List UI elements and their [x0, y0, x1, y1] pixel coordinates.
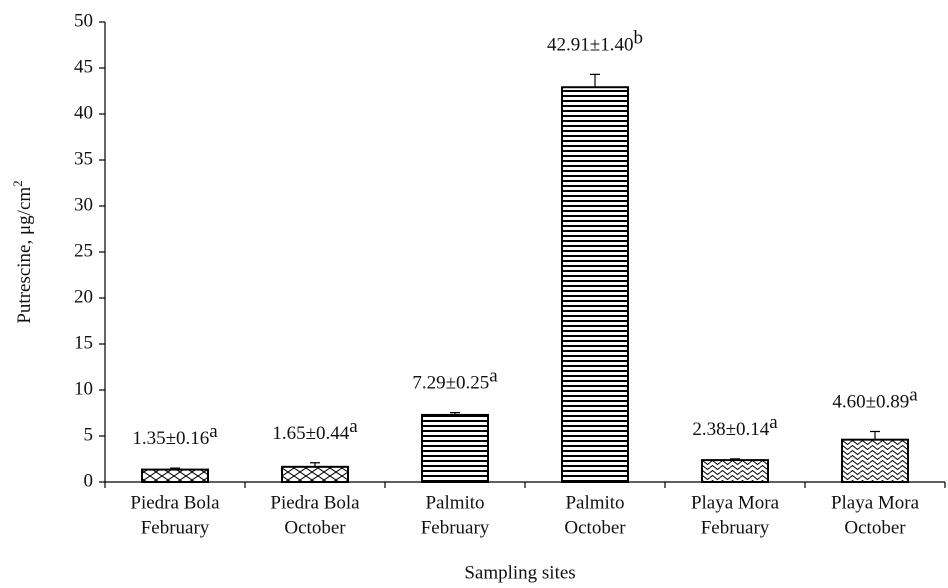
- y-tick-label: 0: [84, 470, 94, 491]
- significance-letter: a: [909, 385, 918, 406]
- significance-letter: a: [769, 412, 778, 433]
- y-tick-label: 5: [84, 424, 94, 445]
- error-bar: [730, 458, 740, 461]
- y-tick-label: 25: [74, 240, 93, 261]
- error-bar: [170, 467, 180, 470]
- error-bar: [450, 412, 460, 415]
- value-label-text: 7.29±0.25: [412, 373, 489, 394]
- x-tick-label: Piedra Bola: [130, 492, 220, 513]
- y-axis-label-text: Putrescine, μg/cm: [14, 187, 35, 324]
- error-bar: [870, 430, 880, 440]
- significance-letter: a: [349, 416, 358, 437]
- x-tick-label: February: [701, 517, 770, 538]
- value-label: 1.35±0.16a: [132, 421, 218, 449]
- x-tick-label: Palmito: [565, 492, 624, 513]
- y-tick-label: 35: [74, 148, 93, 169]
- bar: [841, 438, 909, 483]
- x-tick-label: October: [564, 517, 626, 538]
- y-tick-label: 10: [74, 378, 93, 399]
- value-label: 42.91±1.40b: [547, 28, 643, 56]
- value-label-text: 42.91±1.40: [547, 35, 633, 56]
- y-axis-label-sup: 2: [10, 180, 25, 187]
- significance-letter: a: [489, 366, 498, 387]
- y-tick-label: 40: [74, 102, 93, 123]
- y-axis-label: Putrescine, μg/cm2: [10, 180, 35, 323]
- bar: [561, 86, 629, 483]
- error-bar: [310, 462, 320, 467]
- x-tick-label: February: [141, 517, 210, 538]
- error-bar: [590, 73, 600, 88]
- y-tick-label: 50: [74, 10, 93, 31]
- value-label: 1.65±0.44a: [272, 416, 358, 444]
- x-tick-label: Piedra Bola: [270, 492, 360, 513]
- value-label: 7.29±0.25a: [412, 366, 498, 394]
- x-tick-label: Palmito: [425, 492, 484, 513]
- bar: [421, 413, 489, 484]
- value-label: 4.60±0.89a: [832, 385, 918, 413]
- bar: [281, 465, 349, 484]
- x-tick-label: February: [421, 517, 490, 538]
- x-tick-label: Playa Mora: [831, 492, 920, 513]
- y-tick-label: 15: [74, 332, 93, 353]
- value-label-text: 4.60±0.89: [832, 392, 909, 413]
- y-tick-label: 45: [74, 56, 93, 77]
- value-label-text: 2.38±0.14: [692, 419, 769, 440]
- value-label-text: 1.65±0.44: [272, 423, 349, 444]
- value-label-text: 1.35±0.16: [132, 428, 209, 449]
- bar: [701, 459, 769, 484]
- x-tick-label: Playa Mora: [691, 492, 780, 513]
- significance-letter: a: [209, 421, 218, 442]
- x-axis-label: Sampling sites: [464, 562, 575, 583]
- x-tick-label: October: [844, 517, 906, 538]
- x-tick-label: October: [284, 517, 346, 538]
- value-label: 2.38±0.14a: [692, 412, 778, 440]
- bar: [141, 468, 209, 483]
- y-tick-label: 20: [74, 286, 93, 307]
- significance-letter: b: [633, 28, 643, 49]
- y-tick-label: 30: [74, 194, 93, 215]
